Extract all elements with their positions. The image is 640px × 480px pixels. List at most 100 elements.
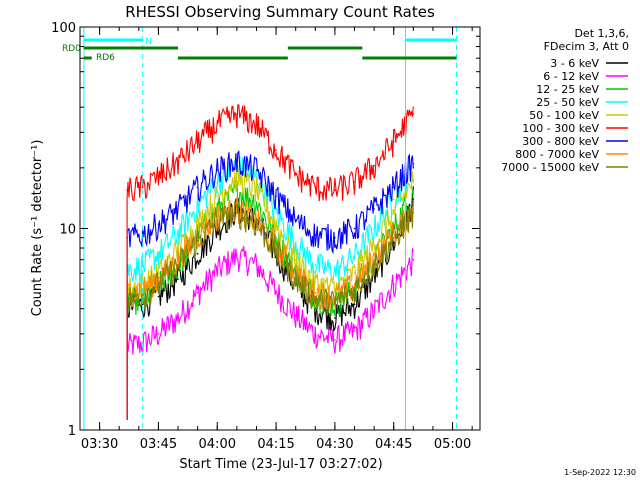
- series-line: [126, 150, 414, 420]
- series-point: [196, 140, 199, 143]
- legend-header-line-1: Det 1,3,6,: [574, 27, 629, 40]
- series-point: [412, 162, 415, 165]
- series-point: [294, 219, 297, 221]
- series-point: [196, 223, 199, 225]
- series-point: [334, 271, 336, 273]
- y-tick-label: 10: [59, 223, 76, 238]
- series-point: [314, 186, 317, 189]
- x-tick-label: 03:45: [140, 437, 177, 452]
- series-point: [177, 278, 179, 281]
- series-point: [314, 264, 317, 266]
- series-point: [294, 278, 297, 281]
- series-point: [353, 283, 356, 285]
- series-point: [373, 164, 375, 167]
- series-point: [236, 208, 238, 210]
- series-5: [126, 104, 415, 420]
- series-point: [141, 186, 144, 189]
- x-axis: 03:30 03:45 04:00 04:15 04:30 04:45 05:00: [81, 27, 473, 452]
- series-point: [353, 227, 356, 230]
- series-point: [157, 252, 160, 255]
- chart-title: RHESSI Observing Summary Count Rates: [125, 3, 435, 21]
- series-point: [373, 264, 375, 266]
- series-point: [255, 264, 258, 266]
- series-point: [157, 295, 160, 298]
- legend-entry: 300 - 800 keV: [522, 135, 628, 148]
- series-point: [373, 310, 375, 312]
- series-point: [392, 283, 395, 285]
- series-point: [216, 123, 219, 125]
- series-point: [334, 236, 336, 239]
- series-point: [216, 269, 219, 272]
- series-point: [353, 288, 356, 291]
- series-line: [126, 165, 414, 420]
- x-tick-label: 04:00: [199, 437, 236, 452]
- legend-entry: 7000 - 15000 keV: [501, 161, 628, 174]
- series-point: [275, 211, 277, 214]
- legend-label: 6 - 12 keV: [543, 70, 599, 83]
- series-point: [353, 272, 356, 275]
- series-point: [255, 223, 258, 225]
- series-point: [392, 232, 395, 234]
- legend-entry: 100 - 300 keV: [522, 122, 628, 135]
- series-point: [294, 173, 297, 176]
- series-point: [373, 258, 375, 261]
- series-point: [373, 244, 375, 246]
- legend-label: 3 - 6 keV: [550, 57, 599, 70]
- series-point: [177, 317, 179, 319]
- series-point: [412, 211, 415, 214]
- series-point: [275, 290, 277, 292]
- series-point: [236, 211, 238, 214]
- series-point: [392, 236, 395, 239]
- status-bar-label: RD0: [62, 44, 81, 54]
- legend-label: 12 - 25 keV: [536, 83, 599, 96]
- series-point: [392, 211, 395, 214]
- series-point: [216, 195, 219, 197]
- series-point: [255, 123, 258, 125]
- series-point: [236, 113, 238, 115]
- legend-label: 100 - 300 keV: [522, 122, 599, 135]
- series-point: [216, 181, 219, 183]
- legend-header-line-2: FDecim 3, Att 0: [544, 40, 629, 53]
- series-point: [196, 204, 199, 207]
- series-point: [412, 189, 415, 191]
- plot-frame: [79, 26, 481, 431]
- footer-date: 1-Sep-2022 12:30: [564, 468, 636, 477]
- series-point: [216, 169, 219, 171]
- series-point: [275, 249, 277, 251]
- series-point: [294, 258, 297, 261]
- series-point: [314, 281, 317, 284]
- series-point: [353, 255, 356, 257]
- x-tick-label: 04:45: [375, 437, 412, 452]
- series-point: [177, 232, 179, 234]
- x-axis-label: Start Time (23-Jul-17 03:27:02): [179, 457, 382, 472]
- legend-label: 25 - 50 keV: [536, 96, 599, 109]
- series-point: [177, 208, 179, 210]
- status-bar-label: RD6: [96, 53, 115, 63]
- series-point: [196, 239, 199, 242]
- y-tick-label: 100: [51, 21, 76, 36]
- series-line: [126, 196, 414, 420]
- series-point: [141, 303, 144, 306]
- series-point: [126, 189, 128, 191]
- plot-data-layer: [126, 104, 415, 420]
- legend-entry: 6 - 12 keV: [543, 70, 628, 83]
- series-point: [314, 291, 317, 294]
- series-point: [334, 339, 336, 341]
- series-line: [126, 104, 414, 420]
- legend-entry: 12 - 25 keV: [536, 83, 628, 96]
- series-point: [177, 258, 179, 261]
- series-point: [236, 255, 238, 257]
- x-tick-label: 04:30: [316, 437, 353, 452]
- series-point: [334, 301, 336, 304]
- series-line: [126, 200, 414, 420]
- y-axis-label: Count Rate (s⁻¹ detector⁻¹): [30, 140, 45, 317]
- series-point: [196, 291, 199, 294]
- series-point: [334, 317, 336, 319]
- series-point: [334, 288, 336, 291]
- series-line: [126, 186, 414, 420]
- series-point: [275, 195, 277, 197]
- series-point: [353, 181, 356, 183]
- series-point: [314, 333, 317, 335]
- series-point: [314, 234, 317, 236]
